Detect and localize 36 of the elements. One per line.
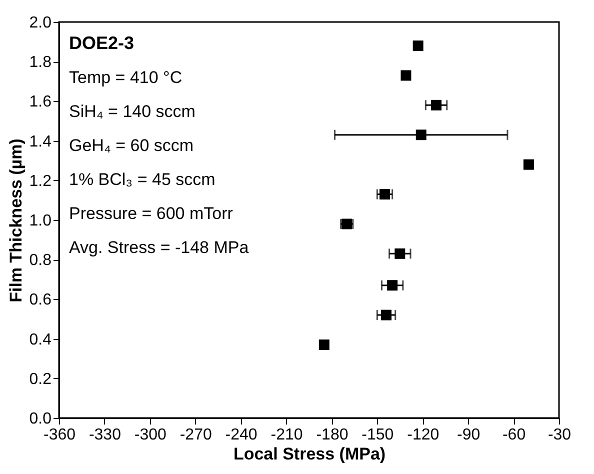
annotation: Temp = 410 °C — [69, 68, 182, 87]
x-tick-label: -270 — [180, 426, 212, 444]
point — [412, 40, 424, 52]
y-tick-label: 1.4 — [29, 133, 52, 150]
x-tick-label: -150 — [362, 426, 394, 444]
x-tick-label: -60 — [502, 426, 526, 444]
x-tick-label: -240 — [225, 426, 258, 444]
x-tick-label: -180 — [316, 426, 348, 444]
y-axis-title: Film Thickness (µm) — [6, 138, 26, 302]
y-tick-label: 1.2 — [29, 172, 52, 190]
y-tick-label: 0.0 — [29, 410, 52, 428]
x-tick-label: -300 — [134, 426, 167, 444]
x-tick-label: -330 — [88, 426, 122, 444]
annotation: 1% BCl₃ = 45 sccm — [69, 170, 216, 189]
y-tick-label: 2.0 — [29, 14, 52, 32]
point — [400, 70, 412, 81]
annotation: Avg. Stress = -148 MPa — [69, 238, 250, 257]
x-tick-label: -210 — [270, 426, 303, 444]
y-tick-label: 0.8 — [29, 252, 52, 270]
annotation: SiH₄ = 140 sccm — [69, 102, 196, 121]
annotation: Pressure = 600 mTorr — [69, 204, 234, 223]
y-tick-label: 1.6 — [29, 94, 52, 111]
y-tick-label: 0.4 — [29, 331, 52, 348]
x-axis-title: Local Stress (MPa) — [233, 444, 386, 464]
x-tick-label: -90 — [457, 426, 480, 444]
point — [318, 339, 330, 350]
y-tick-label: 1.8 — [29, 54, 52, 72]
annotation: GeH₄ = 60 sccm — [69, 136, 194, 155]
x-tick-label: -30 — [548, 426, 572, 444]
y-tick-label: 0.2 — [29, 370, 52, 388]
x-tick-label: -120 — [407, 426, 440, 444]
annotation: DOE2-3 — [69, 33, 134, 53]
point — [523, 159, 534, 170]
y-tick-label: 0.6 — [29, 292, 52, 309]
x-tick-label: -360 — [43, 426, 76, 444]
y-tick-label: 1.0 — [29, 212, 52, 230]
